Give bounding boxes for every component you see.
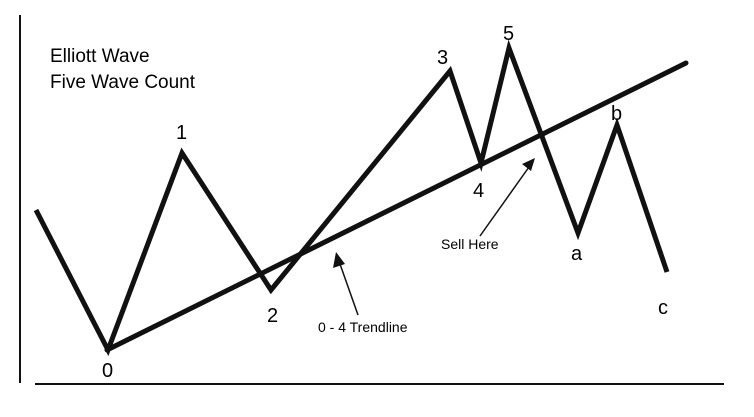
point-label-4: 4 — [473, 180, 484, 202]
trendline-arrow-head — [333, 252, 345, 268]
title-line-2: Five Wave Count — [50, 72, 196, 93]
point-label-c: c — [658, 297, 668, 319]
point-label-b: b — [611, 103, 622, 125]
sell-arrow-head — [522, 158, 535, 171]
sell-arrow-shaft — [479, 166, 530, 237]
sell-annotation: Sell Here — [441, 236, 499, 252]
point-label-0: 0 — [102, 360, 113, 382]
trendline-arrow-shaft — [339, 263, 359, 316]
title-line-1: Elliott Wave — [50, 46, 150, 67]
point-label-5: 5 — [503, 23, 514, 45]
point-label-3: 3 — [437, 47, 448, 69]
point-label-1: 1 — [176, 122, 187, 144]
point-label-2: 2 — [267, 305, 278, 327]
wave-path — [33, 39, 670, 357]
point-label-a: a — [571, 243, 583, 265]
trendline-annotation: 0 - 4 Trendline — [318, 319, 408, 335]
trendline — [104, 60, 689, 353]
